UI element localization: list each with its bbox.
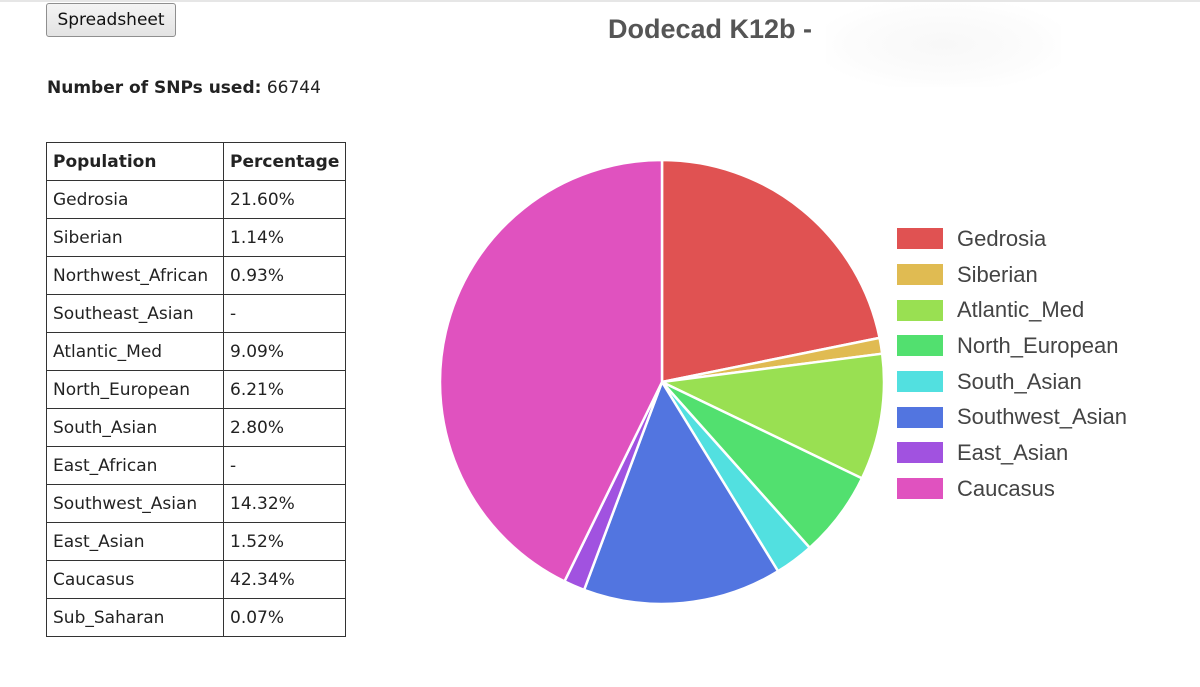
- legend-item: South_Asian: [897, 364, 1127, 400]
- population-cell: Southeast_Asian: [46, 294, 224, 333]
- population-cell: Atlantic_Med: [46, 332, 224, 371]
- table-row: North_European 6.21%: [46, 370, 347, 409]
- legend-label: North_European: [957, 332, 1119, 358]
- snps-value: 66744: [266, 78, 321, 98]
- table-row: Caucasus 42.34%: [46, 560, 347, 599]
- percentage-cell: -: [222, 446, 347, 485]
- snps-label: Number of SNPs used:: [47, 78, 262, 98]
- table-row: Gedrosia 21.60%: [46, 180, 347, 219]
- legend-label: Caucasus: [957, 475, 1055, 501]
- legend-item: Gedrosia: [897, 221, 1127, 257]
- population-table: Population Percentage Gedrosia 21.60% Sibe…: [46, 142, 347, 637]
- population-cell: Southwest_Asian: [46, 484, 224, 523]
- population-cell: East_Asian: [46, 522, 224, 561]
- population-cell: Caucasus: [46, 560, 224, 599]
- legend-swatch: [897, 228, 943, 250]
- percentage-cell: 21.60%: [222, 180, 347, 219]
- chart-title: Dodecad K12b -: [608, 14, 813, 44]
- legend-swatch: [897, 406, 943, 428]
- chart-legend: Gedrosia Siberian Atlantic_Med North_Europe…: [897, 221, 1127, 507]
- population-cell: South_Asian: [46, 408, 224, 447]
- legend-label: South_Asian: [957, 368, 1082, 394]
- table-row: Southeast_Asian -: [46, 294, 347, 333]
- table-row: East_African -: [46, 446, 347, 485]
- legend-item: North_European: [897, 328, 1127, 364]
- legend-swatch: [897, 299, 943, 321]
- percentage-cell: 0.93%: [222, 256, 347, 295]
- legend-label: East_Asian: [957, 439, 1069, 465]
- table-row: Atlantic_Med 9.09%: [46, 332, 347, 371]
- percentage-cell: 6.21%: [222, 370, 347, 409]
- top-border: [0, 0, 1200, 2]
- legend-item: Siberian: [897, 257, 1127, 293]
- percentage-cell: 1.14%: [222, 218, 347, 257]
- legend-swatch: [897, 371, 943, 393]
- table-row: Southwest_Asian 14.32%: [46, 484, 347, 523]
- population-cell: East_African: [46, 446, 224, 485]
- percentage-cell: 2.80%: [222, 408, 347, 447]
- legend-swatch: [897, 264, 943, 286]
- legend-label: Atlantic_Med: [957, 297, 1085, 323]
- percentage-cell: 0.07%: [222, 598, 347, 637]
- header-population: Population: [46, 142, 224, 181]
- population-cell: Northwest_African: [46, 256, 224, 295]
- snps-summary: Number of SNPs used: 66744: [47, 78, 321, 98]
- table-row: South_Asian 2.80%: [46, 408, 347, 447]
- legend-swatch: [897, 478, 943, 500]
- header-percentage: Percentage: [222, 142, 347, 181]
- legend-swatch: [897, 442, 943, 464]
- percentage-cell: 1.52%: [222, 522, 347, 561]
- pie-slice-atlantic-med: [660, 352, 886, 480]
- legend-item: East_Asian: [897, 435, 1127, 471]
- percentage-cell: -: [222, 294, 347, 333]
- pie-slice-caucasus: [438, 158, 664, 583]
- spreadsheet-button[interactable]: Spreadsheet: [46, 3, 176, 37]
- table-row: Northwest_African 0.93%: [46, 256, 347, 295]
- legend-label: Gedrosia: [957, 225, 1047, 251]
- table-row: Sub_Saharan 0.07%: [46, 598, 347, 637]
- legend-swatch: [897, 335, 943, 357]
- table-row: East_Asian 1.52%: [46, 522, 347, 561]
- population-cell: Gedrosia: [46, 180, 224, 219]
- legend-label: Siberian: [957, 261, 1038, 287]
- redacted-title-mask: [826, 2, 1061, 87]
- percentage-cell: 42.34%: [222, 560, 347, 599]
- percentage-cell: 9.09%: [222, 332, 347, 371]
- table-header-row: Population Percentage: [46, 142, 347, 181]
- legend-item: Caucasus: [897, 471, 1127, 507]
- population-cell: Sub_Saharan: [46, 598, 224, 637]
- pie-slice-gedrosia: [660, 158, 881, 384]
- pie-slice-southwest-asian: [582, 380, 780, 606]
- pie-chart: [438, 158, 886, 606]
- legend-item: Southwest_Asian: [897, 399, 1127, 435]
- table-row: Siberian 1.14%: [46, 218, 347, 257]
- percentage-cell: 14.32%: [222, 484, 347, 523]
- legend-item: Atlantic_Med: [897, 292, 1127, 328]
- population-cell: Siberian: [46, 218, 224, 257]
- legend-label: Southwest_Asian: [957, 404, 1127, 430]
- population-cell: North_European: [46, 370, 224, 409]
